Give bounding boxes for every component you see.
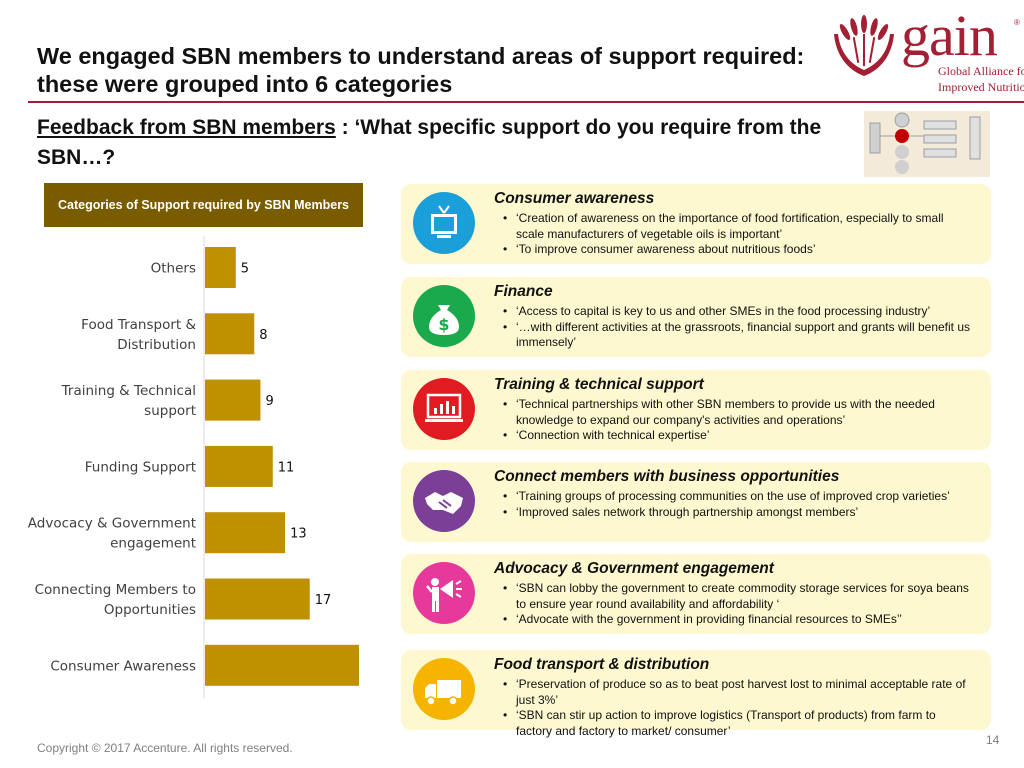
card-bullet: ‘SBN can lobby the government to create …: [494, 581, 974, 612]
slide-subtitle: Feedback from SBN members : ‘What specif…: [37, 113, 847, 173]
chart-header: Categories of Support required by SBN Me…: [44, 183, 363, 227]
bar-4: [205, 512, 286, 554]
title-divider: [28, 101, 1024, 103]
bar-3: [205, 445, 273, 487]
megaphone-icon: [413, 562, 475, 624]
page-number: 14: [986, 733, 1000, 747]
wheat-logo-icon: [834, 15, 894, 76]
support-card: Advocacy & Government engagement ‘SBN can…: [401, 554, 991, 634]
card-bullet: ‘Improved sales network through partners…: [494, 505, 974, 521]
card-title: Food transport & distribution: [494, 656, 710, 673]
card-bullets: ‘Creation of awareness on the importance…: [494, 211, 974, 258]
bar-0: [205, 247, 236, 288]
bar-value-label: 13: [290, 527, 307, 542]
category-label: Distribution: [117, 337, 196, 353]
gain-logo: gain ® Global Alliance for Improved Nutr…: [828, 3, 1024, 98]
card-title: Advocacy & Government engagement: [494, 560, 774, 577]
bar-5: [205, 578, 310, 620]
support-card: Consumer awareness ‘Creation of awareness…: [401, 184, 991, 264]
bar-value-label: 9: [265, 394, 273, 409]
copyright: Copyright © 2017 Accenture. All rights r…: [37, 741, 293, 755]
card-bullet: ‘Advocate with the government in providi…: [494, 612, 974, 628]
bar-value-label: 17: [315, 593, 332, 608]
category-label: support: [144, 403, 196, 419]
truck-icon: [413, 658, 475, 720]
card-bullets: ‘Technical partnerships with other SBN m…: [494, 397, 974, 444]
card-bullet: ‘Connection with technical expertise’: [494, 428, 974, 444]
category-label: Consumer Awareness: [50, 658, 196, 674]
card-bullet: ‘…with different activities at the grass…: [494, 320, 974, 351]
category-label: Advocacy & Government: [28, 516, 196, 532]
card-bullet: ‘Creation of awareness on the importance…: [494, 211, 974, 242]
card-bullet: ‘Access to capital is key to us and othe…: [494, 304, 974, 320]
support-categories-bar-chart: 5 Others 8 Food Transport & Distribution 9 Tra…: [28, 236, 359, 698]
bar-value-label: 5: [241, 262, 249, 277]
process-diagram-thumbnail: [864, 111, 990, 177]
tv-icon: [413, 192, 475, 254]
logo-registered-mark: ®: [1014, 18, 1020, 27]
card-bullets: ‘Access to capital is key to us and othe…: [494, 304, 974, 351]
money-bag-icon: $: [413, 285, 475, 347]
logo-subtitle-line1: Global Alliance for: [938, 64, 1024, 78]
support-card: $ Finance ‘Access to capital is key to us …: [401, 277, 991, 357]
bar-2: [205, 379, 261, 421]
bar-1: [205, 313, 255, 355]
subtitle-underlined: Feedback from SBN members: [37, 116, 336, 139]
presentation-icon: [413, 378, 475, 440]
bar-value-label: 11: [278, 460, 295, 475]
card-bullet: ‘Preservation of produce so as to beat p…: [494, 677, 974, 708]
card-bullet: ‘Training groups of processing communiti…: [494, 489, 974, 505]
card-title: Finance: [494, 283, 553, 300]
logo-word: gain: [901, 3, 998, 68]
bar-value-label: 8: [259, 328, 267, 343]
bar-6: [205, 644, 359, 686]
svg-text:$: $: [438, 315, 449, 334]
category-label: Others: [151, 261, 196, 277]
category-label: Food Transport &: [81, 317, 196, 333]
card-bullet: ‘To improve consumer awareness about nut…: [494, 242, 974, 258]
category-label: engagement: [110, 536, 196, 552]
card-bullet: ‘Technical partnerships with other SBN m…: [494, 397, 974, 428]
card-title: Training & technical support: [494, 376, 704, 393]
category-label: Training & Technical: [61, 383, 196, 399]
category-label: Funding Support: [85, 459, 196, 475]
card-bullet: ‘SBN can stir up action to improve logis…: [494, 708, 974, 739]
support-card: Connect members with business opportunit…: [401, 462, 991, 542]
category-label: Opportunities: [104, 602, 196, 618]
card-bullets: ‘SBN can lobby the government to create …: [494, 581, 974, 628]
support-card: Training & technical support ‘Technical p…: [401, 370, 991, 450]
card-title: Connect members with business opportunit…: [494, 468, 840, 485]
slide-title: We engaged SBN members to understand are…: [37, 43, 805, 97]
category-label: Connecting Members to: [35, 582, 196, 598]
support-card: Food transport & distribution ‘Preservati…: [401, 650, 991, 738]
card-title: Consumer awareness: [494, 190, 655, 207]
card-bullets: ‘Training groups of processing communiti…: [494, 489, 974, 520]
subtitle-question: : ‘What specific support do you require …: [37, 116, 822, 169]
card-bullets: ‘Preservation of produce so as to beat p…: [494, 677, 974, 739]
logo-subtitle-line2: Improved Nutrition: [938, 80, 1024, 94]
handshake-icon: [413, 470, 475, 532]
